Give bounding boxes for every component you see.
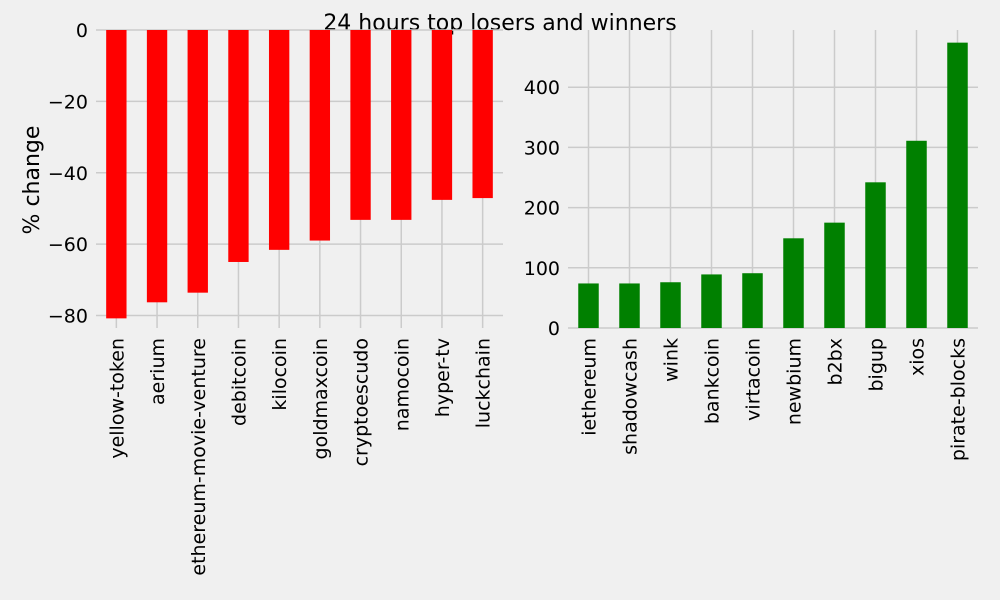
losers-chart: 0 −20 −40 −60 −80 yellow-token aerium ethereum-… xyxy=(48,20,503,576)
winners-chart: 0 100 200 300 400 iethereum shadowcash wink bank… xyxy=(524,30,978,461)
winners-bar-bigup xyxy=(865,182,886,328)
losers-y-tick-label: −80 xyxy=(48,306,88,328)
losers-x-tick-label: yellow-token xyxy=(106,338,128,459)
losers-x-tick-label: luckchain xyxy=(473,338,495,428)
losers-y-tick-label: −20 xyxy=(48,91,88,113)
winners-bar-shadowcash xyxy=(619,283,640,328)
winners-bar-bankcoin xyxy=(701,274,722,328)
winners-x-tick-label: b2bx xyxy=(825,338,847,385)
winners-x-tick-label: shadowcash xyxy=(620,338,642,455)
winners-y-tick-label: 200 xyxy=(524,198,560,220)
losers-x-tick-label: namocoin xyxy=(391,338,413,431)
losers-y-tick-label: −60 xyxy=(48,234,88,256)
winners-y-tick-label: 0 xyxy=(548,318,560,340)
losers-y-tick-label: −40 xyxy=(48,163,88,185)
losers-x-tick-label: goldmaxcoin xyxy=(310,338,332,459)
losers-y-axis-label: % change xyxy=(20,126,45,235)
losers-bar-ethereum-movie-venture xyxy=(187,30,208,293)
winners-bar-virtacoin xyxy=(742,273,763,328)
losers-x-tick-label: cryptoescudo xyxy=(351,338,373,466)
winners-x-tick-label: xios xyxy=(907,338,929,376)
winners-y-tick-label: 100 xyxy=(524,258,560,280)
losers-bar-namocoin xyxy=(391,30,412,220)
losers-bar-cryptoescudo xyxy=(350,30,371,220)
winners-bar-xios xyxy=(906,140,927,328)
losers-bar-yellow-token xyxy=(106,30,127,319)
winners-y-tick-label: 400 xyxy=(524,77,560,99)
losers-bar-goldmaxcoin xyxy=(309,30,331,241)
winners-bar-newbium xyxy=(783,238,804,328)
losers-x-tick-label: ethereum-movie-venture xyxy=(188,338,210,576)
losers-x-tick-label: aerium xyxy=(147,338,169,405)
losers-bar-debitcoin xyxy=(228,30,249,262)
winners-x-tick-label: wink xyxy=(661,338,683,382)
chart-title: 24 hours top losers and winners xyxy=(323,11,676,36)
winners-y-tick-label: 300 xyxy=(524,137,560,159)
losers-bar-kilocoin xyxy=(268,30,290,250)
winners-x-tick-label: bankcoin xyxy=(702,338,724,424)
winners-bar-wink xyxy=(660,282,681,328)
winners-x-tick-label: pirate-blocks xyxy=(948,338,970,461)
winners-x-tick-label: newbium xyxy=(784,338,806,425)
losers-y-tick-label: 0 xyxy=(76,20,88,42)
losers-x-tick-label: debitcoin xyxy=(228,338,250,426)
winners-bar-b2bx xyxy=(824,222,845,328)
winners-bar-iethereum xyxy=(578,283,599,328)
losers-bar-luckchain xyxy=(472,30,493,199)
losers-bar-hyper-tv xyxy=(431,30,453,200)
losers-x-tick-label: kilocoin xyxy=(269,338,291,411)
winners-x-tick-label: iethereum xyxy=(579,338,601,436)
winners-bar-pirate-blocks xyxy=(947,42,968,328)
losers-bar-aerium xyxy=(146,30,168,303)
losers-x-tick-label: hyper-tv xyxy=(432,338,454,417)
winners-x-tick-label: bigup xyxy=(866,338,888,392)
winners-x-tick-label: virtacoin xyxy=(743,338,765,421)
